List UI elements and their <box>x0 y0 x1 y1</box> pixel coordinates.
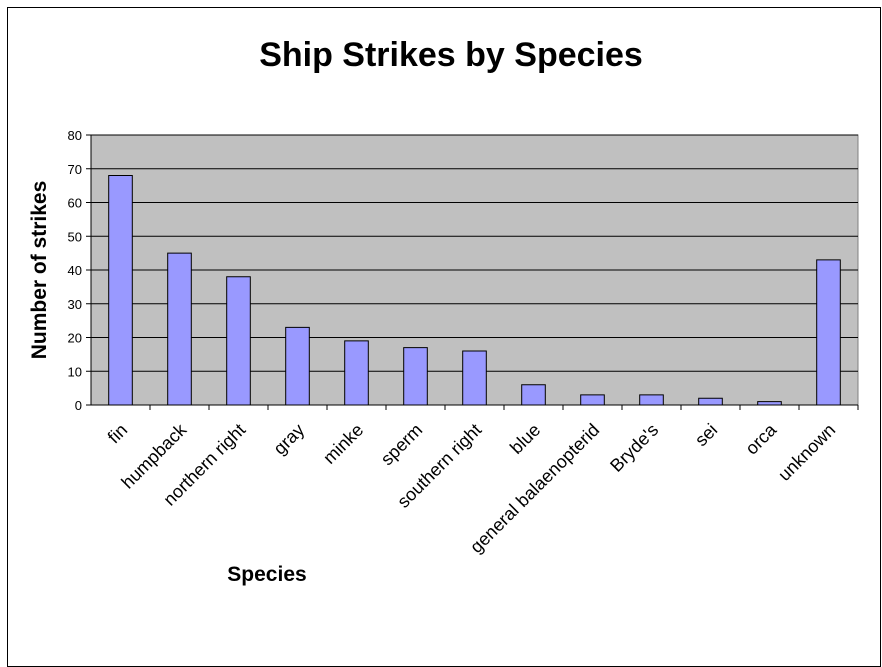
bar[interactable] <box>580 394 605 406</box>
bar[interactable] <box>757 401 782 406</box>
x-tick-label: blue <box>506 420 544 458</box>
bar[interactable] <box>403 347 428 406</box>
x-tick-label: minke <box>319 420 367 468</box>
bar[interactable] <box>167 252 192 406</box>
x-tick-label: gray <box>269 420 308 459</box>
y-tick-label: 10 <box>68 364 82 379</box>
bar[interactable] <box>108 175 133 406</box>
y-tick-label: 0 <box>75 398 82 413</box>
y-tick-label: 20 <box>68 331 82 346</box>
x-tick-label: sperm <box>377 420 427 470</box>
y-axis-title: Number of strikes <box>28 181 51 360</box>
x-axis-title: Species <box>227 563 306 586</box>
bar[interactable] <box>639 394 664 406</box>
x-tick-label: Bryde's <box>606 420 662 476</box>
y-tick-label: 40 <box>68 263 82 278</box>
bar[interactable] <box>521 384 546 406</box>
y-tick-label: 70 <box>68 162 82 177</box>
bar[interactable] <box>462 350 487 406</box>
bar[interactable] <box>344 340 369 406</box>
bar[interactable] <box>285 326 310 406</box>
x-tick-label: fin <box>104 420 132 448</box>
y-tick-label: 80 <box>68 128 82 143</box>
x-tick-label: unknown <box>774 420 839 485</box>
y-tick-label: 60 <box>68 196 82 211</box>
x-tick-label: sei <box>691 420 721 450</box>
chart-title: Ship Strikes by Species <box>259 36 643 74</box>
bar[interactable] <box>698 397 723 406</box>
bar[interactable] <box>226 276 251 406</box>
x-tick-label: orca <box>741 419 781 459</box>
bar[interactable] <box>816 259 841 406</box>
y-tick-label: 30 <box>68 297 82 312</box>
y-tick-label: 50 <box>68 229 82 244</box>
